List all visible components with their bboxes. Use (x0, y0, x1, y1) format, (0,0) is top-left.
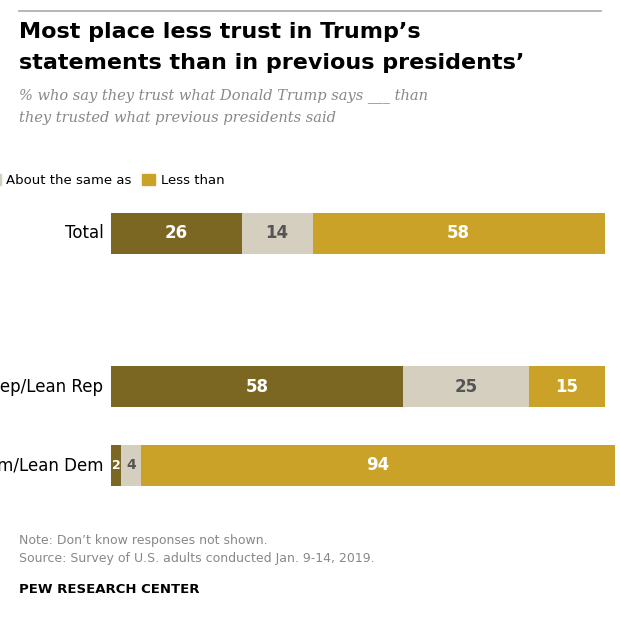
Bar (403, 366, 529, 407)
Bar (111, 213, 242, 254)
Text: Rep/Lean Rep: Rep/Lean Rep (0, 378, 104, 396)
Text: they trusted what previous presidents said: they trusted what previous presidents sa… (19, 111, 335, 125)
Legend: More than, About the same as, Less than: More than, About the same as, Less than (0, 169, 229, 192)
Bar (529, 366, 605, 407)
Text: 58: 58 (447, 225, 470, 242)
Text: 25: 25 (454, 378, 478, 396)
Bar (121, 444, 141, 486)
Bar (312, 213, 605, 254)
Text: Total: Total (64, 225, 104, 242)
Text: 26: 26 (165, 225, 188, 242)
Text: PEW RESEARCH CENTER: PEW RESEARCH CENTER (19, 583, 199, 597)
Text: statements than in previous presidents’: statements than in previous presidents’ (19, 53, 524, 73)
Text: 14: 14 (266, 225, 289, 242)
Text: Most place less trust in Trump’s: Most place less trust in Trump’s (19, 22, 420, 42)
Text: 58: 58 (246, 378, 268, 396)
Bar (141, 444, 615, 486)
Bar (111, 444, 121, 486)
Text: 15: 15 (556, 378, 578, 396)
Bar (111, 366, 403, 407)
Text: Note: Don’t know responses not shown.: Note: Don’t know responses not shown. (19, 534, 267, 547)
Text: Source: Survey of U.S. adults conducted Jan. 9-14, 2019.: Source: Survey of U.S. adults conducted … (19, 552, 374, 565)
Text: Dem/Lean Dem: Dem/Lean Dem (0, 456, 104, 474)
Text: 94: 94 (366, 456, 390, 474)
Bar (242, 213, 312, 254)
Text: % who say they trust what Donald Trump says ___ than: % who say they trust what Donald Trump s… (19, 89, 428, 104)
Text: 2: 2 (112, 459, 120, 472)
Text: 4: 4 (126, 459, 136, 472)
